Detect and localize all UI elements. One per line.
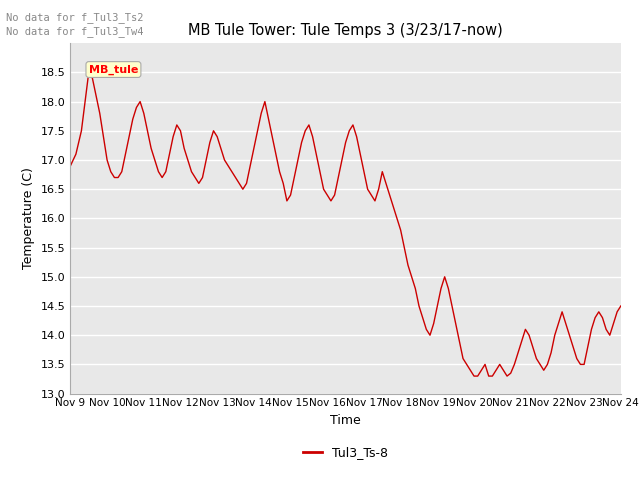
Text: No data for f_Tul3_Tw4: No data for f_Tul3_Tw4 — [6, 26, 144, 37]
Y-axis label: Temperature (C): Temperature (C) — [22, 168, 35, 269]
X-axis label: Time: Time — [330, 414, 361, 427]
Title: MB Tule Tower: Tule Temps 3 (3/23/17-now): MB Tule Tower: Tule Temps 3 (3/23/17-now… — [188, 23, 503, 38]
Text: MB_tule: MB_tule — [89, 64, 138, 75]
Text: No data for f_Tul3_Ts2: No data for f_Tul3_Ts2 — [6, 12, 144, 23]
Legend: Tul3_Ts-8: Tul3_Ts-8 — [298, 442, 393, 465]
